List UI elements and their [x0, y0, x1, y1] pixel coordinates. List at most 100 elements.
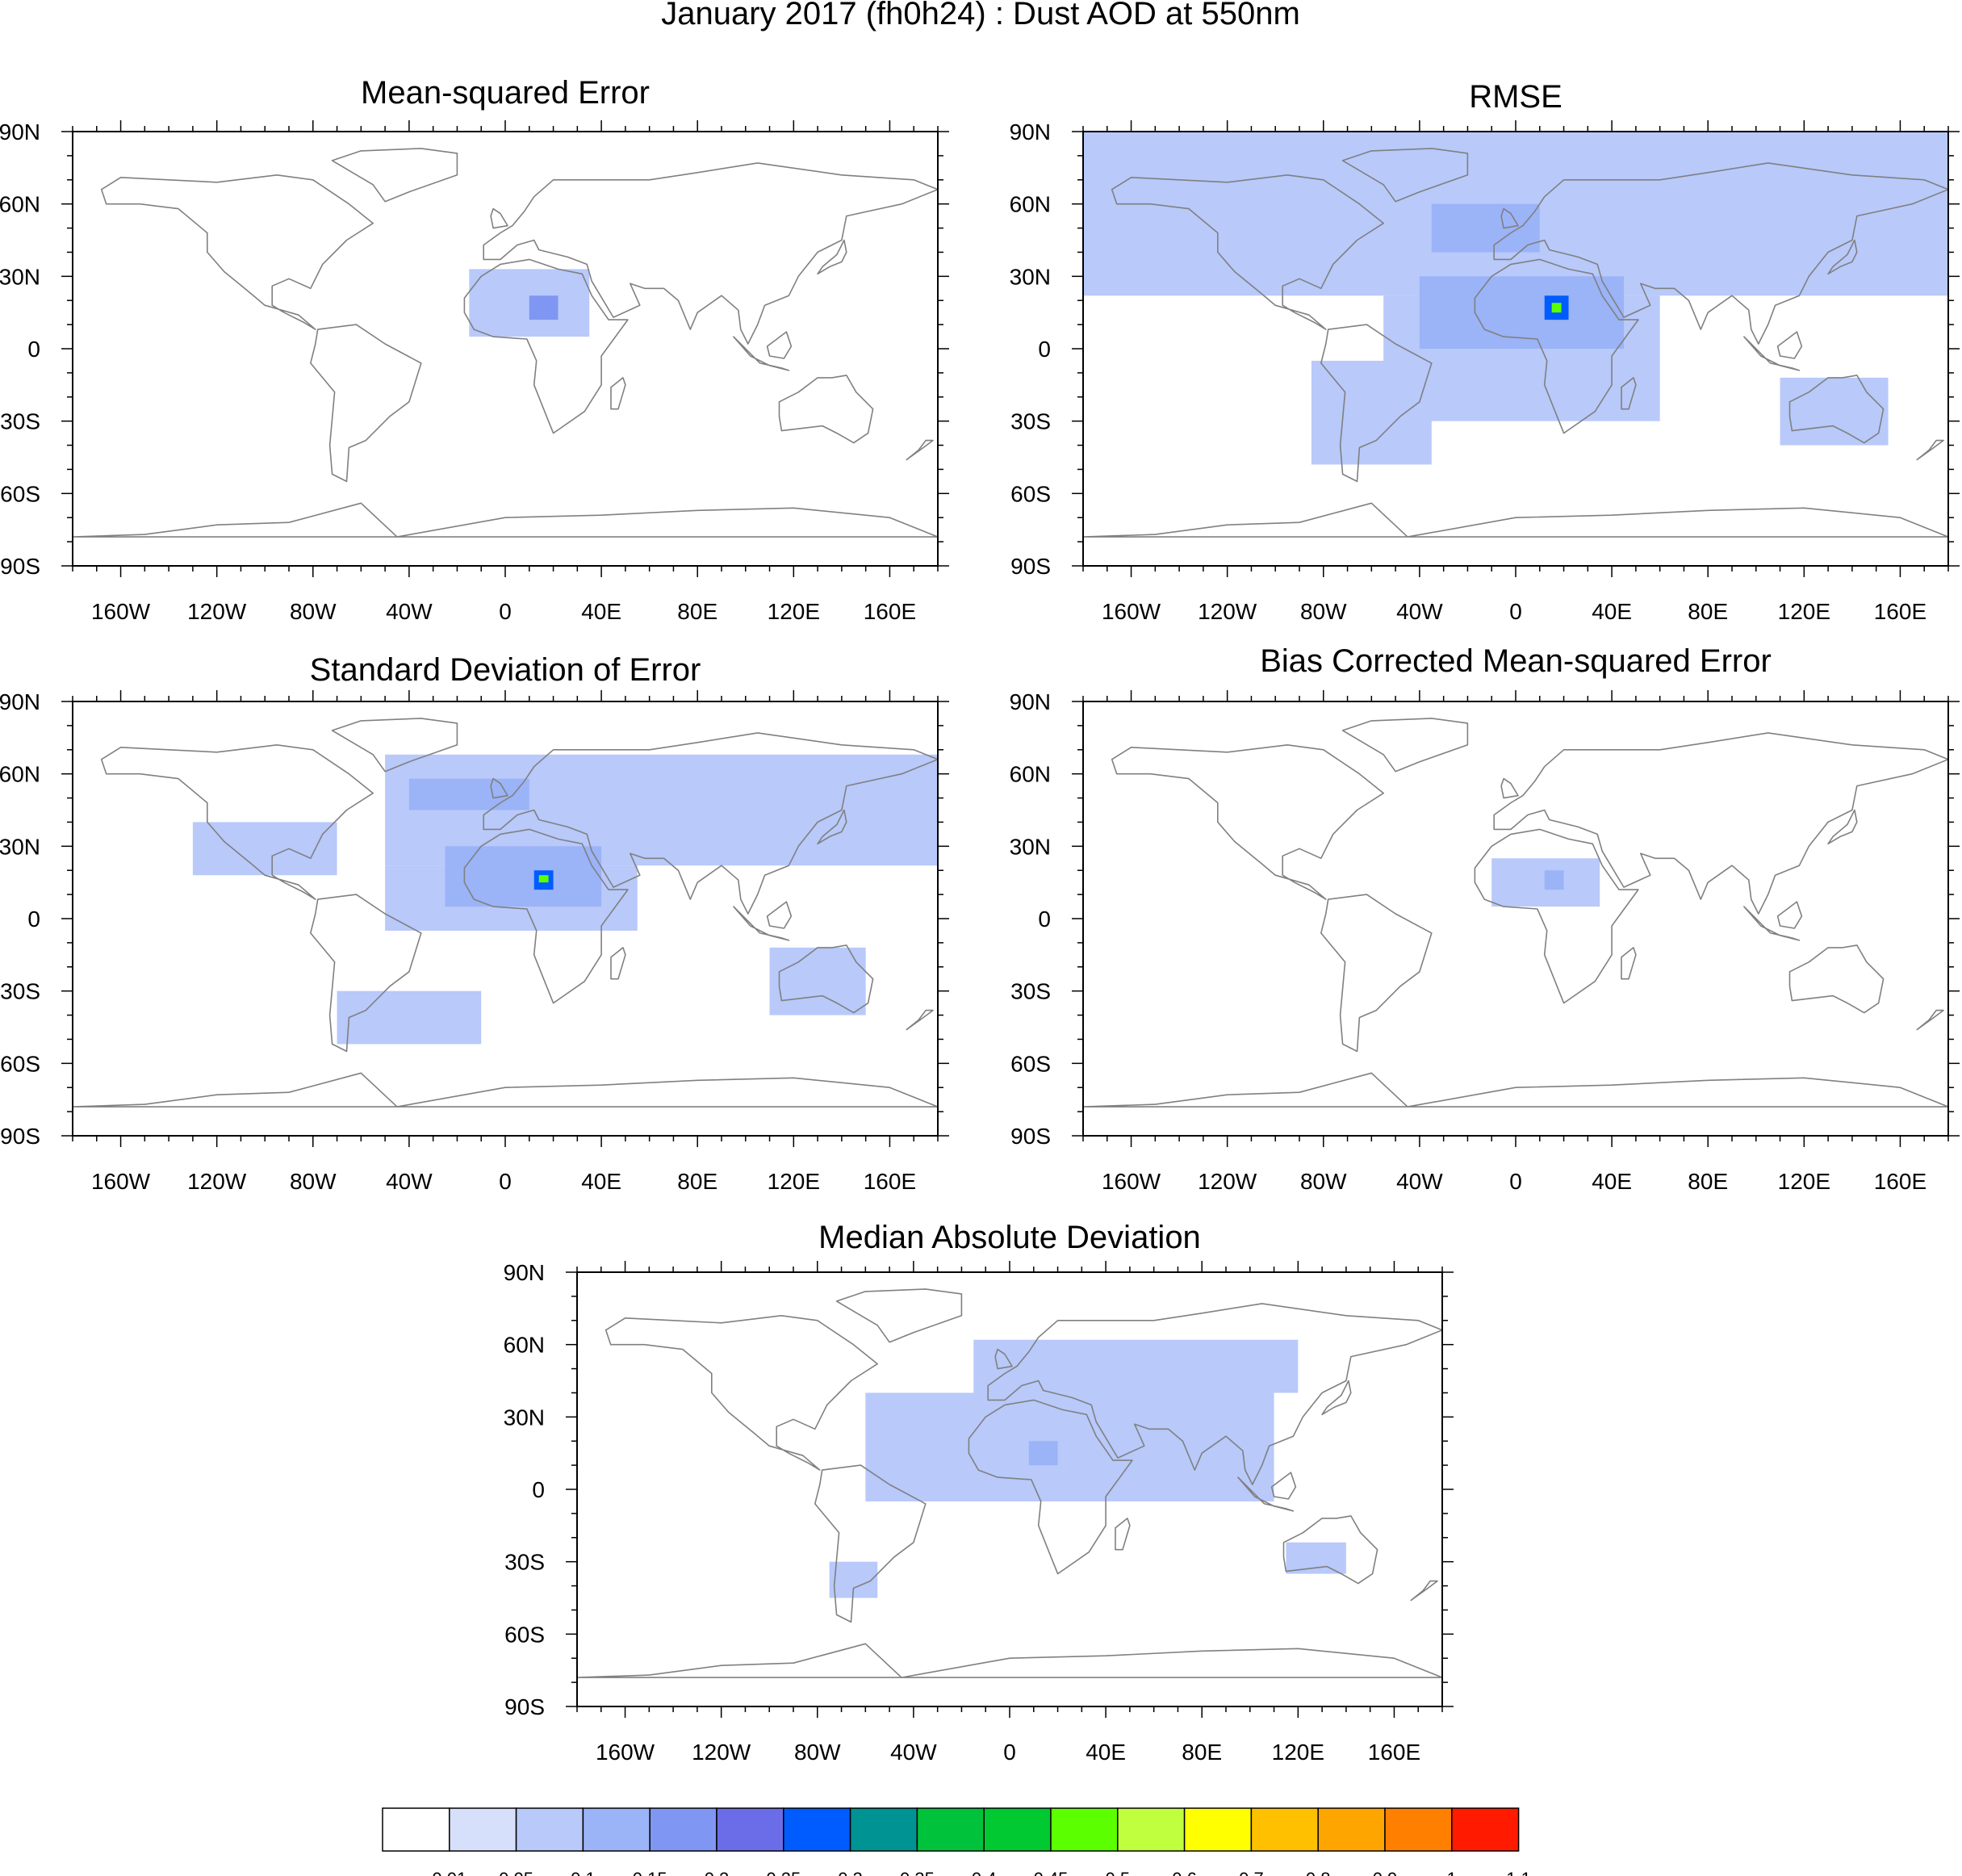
- coastline: [483, 732, 938, 915]
- shaded-region: [769, 947, 866, 1015]
- coastline: [1111, 174, 1384, 330]
- shaded-region: [1419, 276, 1624, 349]
- lon-tick-label: 120E: [768, 1169, 820, 1194]
- colorbar-label: 0.3: [838, 1869, 863, 1876]
- shaded-region: [469, 269, 590, 337]
- colorbar-box: [649, 1807, 717, 1852]
- lat-tick-label: 60N: [1010, 762, 1051, 787]
- figure-title: January 2017 (fh0h24) : Dust AOD at 550n…: [661, 0, 1300, 31]
- lon-tick-label: 120W: [692, 1740, 751, 1765]
- coastline: [1115, 1518, 1131, 1551]
- lon-tick-label: 40W: [386, 599, 433, 624]
- map-panel-rmse: RMSE 160W 120W 80W 40W 0 40E 80E 120E 160E 90N 60N 3…: [1010, 79, 1960, 624]
- lon-tick-label: 0: [499, 1169, 512, 1194]
- coastline: [1788, 375, 1885, 444]
- colorbar-label: 0.45: [1034, 1869, 1069, 1876]
- map-panel-bcmse: Bias Corrected Mean-squared Error 160W 120…: [1010, 643, 1960, 1194]
- colorbar-box: [1317, 1807, 1386, 1852]
- coastline: [814, 1464, 927, 1623]
- shaded-region: [1551, 303, 1562, 313]
- lon-tick-label: 160W: [91, 1169, 151, 1194]
- lon-tick-label: 80E: [677, 1169, 717, 1194]
- coastline: [1270, 1472, 1297, 1500]
- colorbar: 0.01 0.05 0.1 0.15 0.2 0.25 0.3 0.35 0.4 0.45 0.5 0…: [382, 1807, 1531, 1876]
- lon-tick-label: 160W: [1102, 1169, 1161, 1194]
- lat-tick-label: 30S: [504, 1550, 545, 1575]
- coastline: [987, 1303, 1442, 1485]
- coastline: [1621, 377, 1637, 410]
- lon-tick-label: 40W: [386, 1169, 433, 1194]
- coastline: [490, 207, 508, 229]
- panel-title: Median Absolute Deviation: [818, 1220, 1201, 1255]
- coastline: [1776, 331, 1803, 359]
- lon-tick-label: 80W: [290, 599, 337, 624]
- coastline: [1493, 732, 1948, 915]
- colorbar-label: 0.9: [1373, 1869, 1398, 1876]
- coastline: [1083, 502, 1948, 538]
- lon-tick-label: 160E: [1874, 599, 1926, 624]
- shaded-region: [192, 822, 337, 876]
- lon-tick-label: 40E: [581, 1169, 621, 1194]
- coastline: [463, 828, 629, 1004]
- lat-tick-label: 60N: [504, 1333, 545, 1358]
- coastline: [100, 743, 374, 900]
- coastline: [483, 162, 938, 345]
- shaded-region: [1311, 360, 1432, 465]
- lat-tick-label: 90N: [0, 119, 40, 144]
- panel-title: RMSE: [1469, 79, 1562, 115]
- colorbar-label: 0.5: [1106, 1869, 1131, 1876]
- lon-tick-label: 120E: [1778, 599, 1830, 624]
- coastline: [463, 258, 629, 434]
- coastline: [1827, 239, 1858, 275]
- shaded-region: [1780, 377, 1889, 446]
- coastline: [994, 1348, 1013, 1370]
- lon-tick-label: 40E: [1592, 599, 1632, 624]
- lon-tick-label: 40E: [581, 599, 621, 624]
- lat-tick-label: 60S: [0, 481, 40, 506]
- coastline: [1621, 947, 1637, 980]
- lon-tick-label: 160E: [864, 599, 916, 624]
- coastline: [766, 901, 793, 929]
- lon-tick-label: 0: [1003, 1740, 1016, 1765]
- lat-tick-label: 30N: [1010, 264, 1051, 289]
- coastline: [1320, 894, 1433, 1053]
- colorbar-box: [983, 1807, 1052, 1852]
- lon-tick-label: 160W: [91, 599, 151, 624]
- lon-tick-label: 80E: [1688, 599, 1728, 624]
- lon-tick-label: 40W: [890, 1740, 937, 1765]
- coastline: [1776, 901, 1803, 929]
- lon-tick-label: 120W: [1198, 599, 1257, 624]
- lat-tick-label: 90N: [1010, 689, 1051, 714]
- lat-tick-label: 0: [1038, 337, 1051, 362]
- lon-tick-label: 120W: [187, 599, 247, 624]
- colorbar-box: [716, 1807, 784, 1852]
- colorbar-box: [783, 1807, 851, 1852]
- lat-tick-label: 60N: [0, 192, 40, 217]
- lat-tick-label: 60S: [1010, 1051, 1051, 1076]
- shaded-region: [445, 846, 602, 907]
- coastline: [610, 947, 626, 980]
- colorbar-label: 0.1: [571, 1869, 596, 1876]
- coastline: [1827, 809, 1858, 845]
- lon-tick-label: 120E: [768, 599, 820, 624]
- colorbar-box: [1117, 1807, 1186, 1852]
- coastline: [73, 502, 938, 538]
- coastline: [73, 1072, 938, 1108]
- panel-title: Standard Deviation of Error: [310, 652, 701, 688]
- coastline: [1321, 1380, 1352, 1416]
- lat-tick-label: 30N: [0, 264, 40, 289]
- colorbar-box: [515, 1807, 584, 1852]
- coastline: [100, 174, 374, 330]
- coastline: [817, 809, 847, 845]
- lon-tick-label: 80W: [1300, 1169, 1347, 1194]
- colorbar-label: 1.1: [1506, 1869, 1531, 1876]
- lon-tick-label: 80W: [794, 1740, 841, 1765]
- map-panel-mse: Mean-squared Error 160W 120W 80W 40W 0 40E 80E 1…: [0, 75, 949, 624]
- coastline: [1788, 944, 1885, 1014]
- coastline: [1500, 207, 1519, 229]
- coastline: [1743, 906, 1801, 941]
- colorbar-box: [382, 1807, 450, 1852]
- map-panels: Mean-squared Error 160W 120W 80W 40W 0 40E 80E 1…: [0, 75, 1960, 1765]
- coastline: [817, 239, 847, 275]
